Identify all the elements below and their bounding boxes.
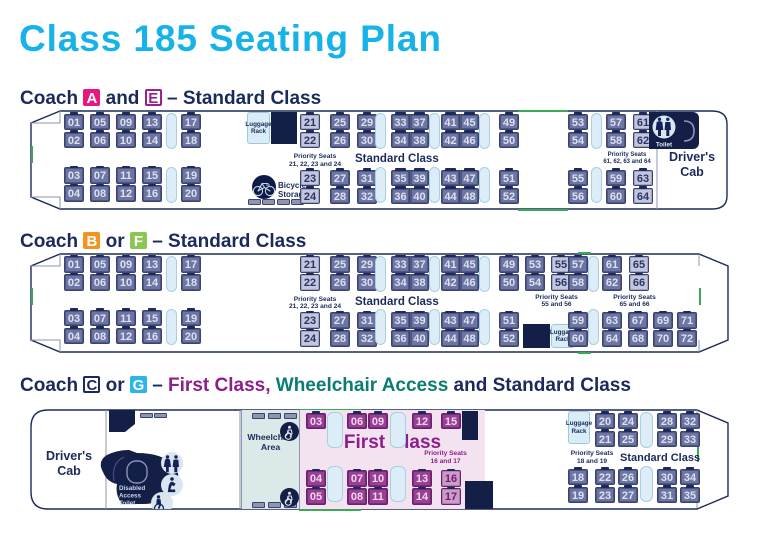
svg-text:Toilet: Toilet	[656, 142, 673, 149]
svg-text:Disabled: Disabled	[119, 485, 145, 492]
svg-text:Access: Access	[119, 493, 142, 500]
svg-text:Toilet: Toilet	[119, 500, 136, 507]
